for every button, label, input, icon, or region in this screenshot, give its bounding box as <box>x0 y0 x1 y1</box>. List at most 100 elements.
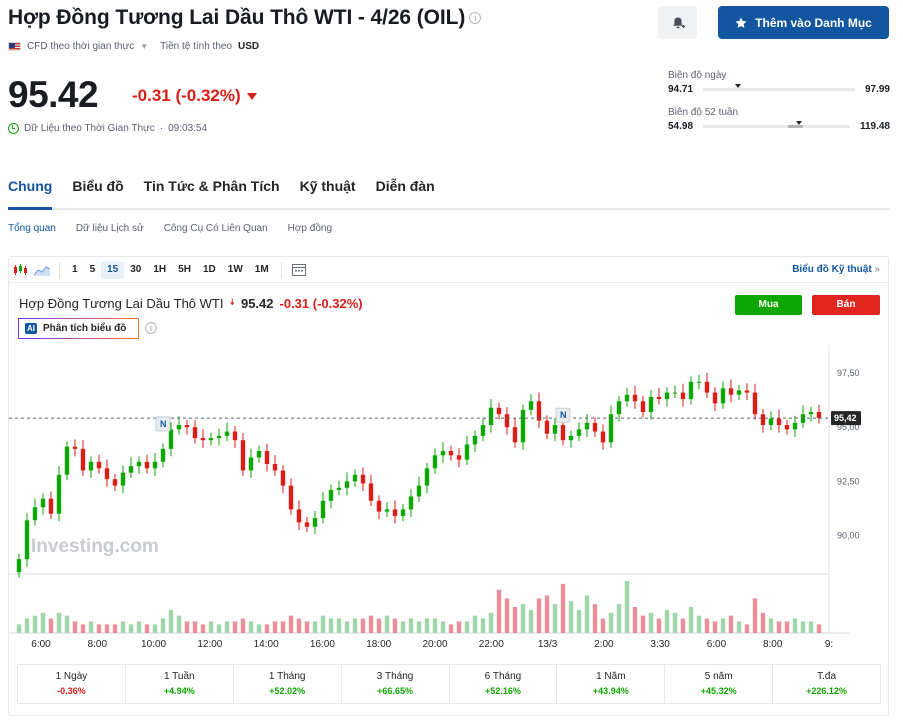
price-chart[interactable]: Investing.com 97,50 95,00 92,50 90,00 95,42 N N… <box>9 345 871 655</box>
interval-5h[interactable]: 5H <box>178 263 191 275</box>
volume-bar <box>808 621 814 633</box>
perf-1y[interactable]: 1 Năm +43.94% <box>557 665 666 703</box>
info-icon[interactable]: i <box>145 322 157 334</box>
perf-value: +226.12% <box>806 686 847 696</box>
candle-body <box>752 392 758 415</box>
candle-body <box>40 498 46 508</box>
candle-body <box>376 500 382 512</box>
volume-bar <box>632 607 638 633</box>
candle-body <box>328 489 334 501</box>
volume-bar <box>232 621 238 633</box>
subtab-overview[interactable]: Tổng quan <box>8 223 56 234</box>
x-tick-label: 18:00 <box>366 639 391 650</box>
down-arrow-icon: 🠇 <box>229 297 235 308</box>
candle-body <box>112 479 118 486</box>
perf-1m[interactable]: 1 Tháng +52.02% <box>234 665 342 703</box>
interval-15[interactable]: 15 <box>101 260 125 279</box>
candle-body <box>624 394 630 402</box>
interval-30[interactable]: 30 <box>130 263 142 275</box>
perf-value: +43.94% <box>592 686 629 696</box>
x-tick-label: 8:00 <box>763 639 783 650</box>
volume-bar <box>328 618 334 633</box>
tab-chart[interactable]: Biểu đồ <box>72 178 124 194</box>
candle-body <box>672 392 678 394</box>
add-to-watchlist-button[interactable]: Thêm vào Danh Mục <box>718 6 889 39</box>
perf-label: 1 Năm <box>596 671 626 682</box>
perf-5y[interactable]: 5 năm +45.32% <box>665 665 774 703</box>
cfd-dropdown[interactable]: CFD theo thời gian thực <box>27 41 135 52</box>
current-price-tag <box>831 411 861 426</box>
volume-bar <box>376 618 382 633</box>
interval-1w[interactable]: 1W <box>227 263 243 275</box>
perf-value: +52.02% <box>269 686 306 696</box>
candlestick-icon[interactable] <box>9 261 31 279</box>
interval-1[interactable]: 1 <box>72 263 78 275</box>
volume-bar <box>768 618 774 633</box>
chart-toolbar: 1 5 15 30 1H 5H 1D 1W 1M Biểu đồ Kỹ thuậ… <box>9 257 888 283</box>
perf-3m[interactable]: 3 Tháng +66.65% <box>342 665 450 703</box>
perf-value: +66.65% <box>377 686 413 696</box>
y-tick-label: 90,00 <box>837 530 860 540</box>
volume-bar <box>224 621 230 633</box>
candle-body <box>152 461 158 469</box>
sell-button[interactable]: Bán <box>812 295 880 315</box>
candle-body <box>552 425 558 434</box>
volume-bar <box>504 598 510 633</box>
tab-news-analysis[interactable]: Tin Tức & Phân Tích <box>143 178 280 194</box>
volume-bar <box>352 618 358 633</box>
volume-bar <box>192 621 198 633</box>
interval-1d[interactable]: 1D <box>202 263 216 275</box>
technical-chart-label: Biểu đồ Kỹ thuật <box>792 264 872 275</box>
volume-bar <box>392 618 398 633</box>
volume-bar <box>496 589 502 633</box>
candle-body <box>592 422 598 432</box>
candle-body <box>544 420 550 434</box>
volume-bar <box>448 624 454 633</box>
candle-body <box>248 457 254 471</box>
volume-bar <box>56 612 62 633</box>
candle-body <box>392 509 398 516</box>
perf-max[interactable]: T.đa +226.12% <box>773 665 880 703</box>
alert-button[interactable] <box>658 6 697 39</box>
ai-badge-icon: AI <box>25 323 37 334</box>
day-range: Biên độ ngày 94.71 97.99 <box>668 70 890 95</box>
candle-body <box>272 463 278 471</box>
perf-value: +52.16% <box>485 686 521 696</box>
tab-general[interactable]: Chung <box>8 178 53 210</box>
calendar-icon[interactable] <box>288 261 310 279</box>
interval-1m[interactable]: 1M <box>254 263 269 275</box>
buy-button[interactable]: Mua <box>735 295 802 315</box>
chevron-right-icon: » <box>874 264 880 275</box>
volume-bar <box>680 618 686 633</box>
area-chart-icon[interactable] <box>31 261 53 279</box>
down-arrow-icon <box>246 93 257 101</box>
perf-1d[interactable]: 1 Ngày -0.36% <box>18 665 126 703</box>
interval-1h[interactable]: 1H <box>153 263 167 275</box>
x-tick-label: 3:30 <box>650 639 670 650</box>
subtab-historical-data[interactable]: Dữ liệu Lịch sử <box>75 223 144 234</box>
current-price-label: 95,42 <box>834 413 857 423</box>
subtab-related-instruments[interactable]: Công Cụ Có Liên Quan <box>163 223 268 234</box>
interval-5[interactable]: 5 <box>89 263 96 275</box>
week52-range-bar <box>703 121 850 128</box>
candle-body <box>632 394 638 402</box>
info-icon[interactable]: i <box>469 12 482 25</box>
ai-chart-analysis-button[interactable]: AI Phân tích biểu đồ <box>18 318 139 339</box>
subtab-contracts[interactable]: Hợp đồng <box>287 223 333 234</box>
tab-forum[interactable]: Diễn đàn <box>375 178 435 194</box>
volume-bar <box>752 598 758 633</box>
volume-bar <box>576 609 582 633</box>
x-tick-label: 14:00 <box>254 639 279 650</box>
perf-1w[interactable]: 1 Tuần +4.94% <box>126 665 234 703</box>
volume-bar <box>536 598 542 633</box>
perf-label: T.đa <box>817 671 837 682</box>
volume-bar <box>344 621 350 633</box>
chevron-down-icon[interactable]: ▼ <box>140 42 149 51</box>
technical-chart-link[interactable]: Biểu đồ Kỹ thuật » <box>792 264 880 275</box>
tab-technical[interactable]: Kỹ thuật <box>299 178 356 194</box>
perf-6m[interactable]: 6 Tháng +52.16% <box>450 665 558 703</box>
volume-bar <box>152 624 158 633</box>
day-range-marker <box>734 84 741 88</box>
volume-bar <box>440 621 446 633</box>
candle-body <box>64 446 70 475</box>
